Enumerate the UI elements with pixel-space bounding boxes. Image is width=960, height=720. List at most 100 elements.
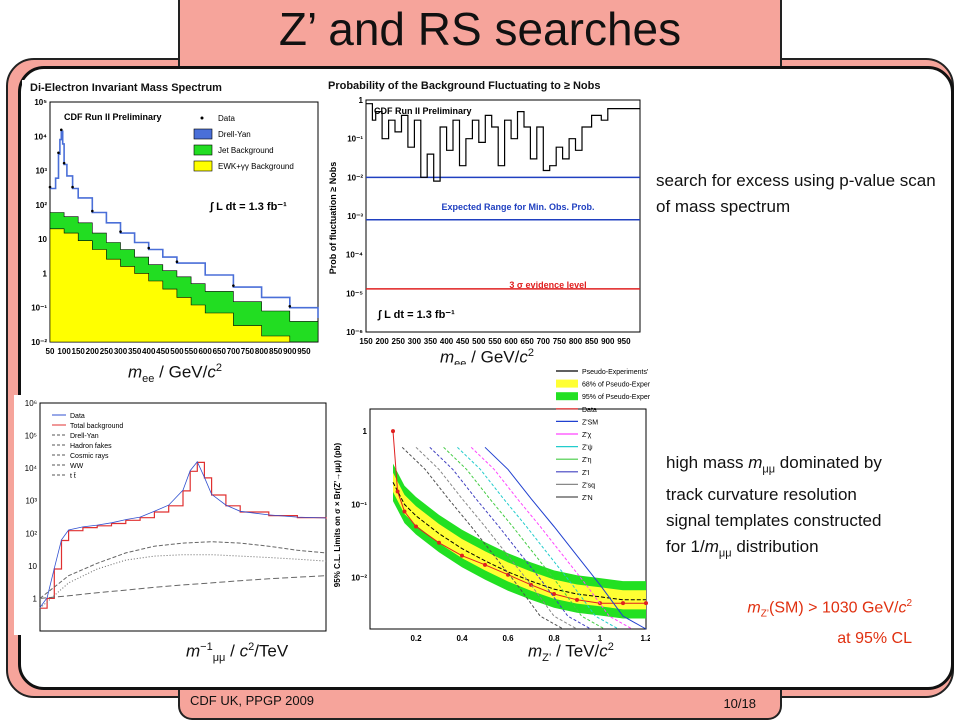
lumi-label: ∫ L dt = 1.3 fb⁻¹ (377, 309, 455, 321)
legend-label: Z'SM (582, 419, 598, 426)
dielectron-title: Di-Electron Invariant Mass Spectrum (30, 82, 222, 94)
highmass-note: high mass mμμ dominated by track curvatu… (666, 450, 956, 567)
pvalue-chart-svg: 150 200 250 300 350 400 450 500 550 600 650 700 750 8… (328, 96, 641, 346)
y-tick-label: 1 (363, 427, 368, 436)
data-point (437, 540, 441, 545)
lumi-label: ∫ L dt = 1.3 fb⁻¹ (209, 201, 287, 213)
x-tick-label: 450 (156, 347, 170, 356)
legend-label: Z'I (582, 470, 590, 477)
legend-label: Pseudo-Experiments' Median (582, 369, 650, 376)
x-tick-label: 500 (472, 337, 486, 346)
legend-label: EWK+γγ Background (218, 162, 294, 171)
footer-conference: CDF UK, PPGP 2009 (190, 693, 315, 708)
data-point (232, 284, 235, 287)
x-tick-label: 850 (269, 347, 283, 356)
x-tick-label: 950 (297, 347, 311, 356)
highmass-line-1: high mass mμμ dominated by (666, 453, 882, 476)
pvalue-line (366, 103, 640, 182)
footer-page-number: 10/18 (723, 696, 756, 711)
highmass-line-4: for 1/mμμ distribution (666, 537, 819, 560)
mzprime-axis-label: mZ’ / TeV/c2 (528, 641, 614, 665)
inv-mumu-axis-label: m−1μμ / c2/TeV (186, 641, 289, 665)
data-point (552, 592, 556, 597)
x-tick-label: 700 (227, 347, 241, 356)
sigma-label: 3 σ evidence level (509, 280, 586, 290)
dielectron-chart-svg: 50 100 150 200 250 300 350 400 450 500 550 600 650 70… (31, 98, 319, 356)
band-68 (393, 472, 646, 610)
x-tick-label: 600 (198, 347, 212, 356)
legend-swatch (193, 160, 213, 172)
data-point (460, 553, 464, 558)
slide-title: Z’ and RS searches (278, 3, 682, 55)
x-tick-label: 150 (72, 347, 86, 356)
inverse-mass-chart-svg: 1 10 10² 10³ 10⁴ 10⁵ 10⁶ Data Total background Dr… (25, 399, 327, 632)
x-tick-label: 0.4 (456, 634, 468, 643)
data-point (62, 161, 66, 165)
legend-label: Drell-Yan (70, 433, 99, 440)
background-component-line (39, 575, 327, 599)
x-tick-label: 350 (128, 347, 142, 356)
x-tick-label: 550 (488, 337, 502, 346)
y-tick-label: 10 (38, 235, 47, 244)
result-line-1: mZ’(SM) > 1030 GeV/c2 (747, 598, 912, 620)
data-point (91, 209, 94, 213)
legend-label: Data (582, 407, 597, 414)
theory-line (443, 446, 605, 630)
y-tick-label: 1 (359, 96, 364, 105)
legend-label: Cosmic rays (70, 453, 109, 460)
data-line (392, 431, 646, 604)
legend-label: Hadron fakes (70, 443, 112, 450)
x-tick-label: 150 (359, 337, 373, 346)
pvalue-title: Probability of the Background Fluctuatin… (328, 80, 601, 92)
y-tick-label: 10⁻⁴ (346, 251, 363, 260)
background-component-line (39, 554, 327, 609)
x-tick-label: 450 (456, 337, 470, 346)
y-tick-label: 10³ (25, 497, 37, 506)
y-tick-label: 10⁻² (347, 173, 363, 182)
data-line (39, 460, 327, 608)
legend-label: Z'χ (582, 432, 592, 439)
y-tick-label: 10⁶ (25, 399, 37, 408)
drell-yan-line (50, 130, 319, 318)
footer-bar (178, 690, 782, 720)
x-tick-label: 750 (553, 337, 567, 346)
y-tick-label: 10⁻³ (347, 212, 363, 221)
mass-limit-result: mZ’(SM) > 1030 GeV/c2 at 95% CL (650, 592, 912, 651)
x-tick-label: 200 (86, 347, 100, 356)
theory-line (457, 446, 619, 630)
theory-line (401, 446, 564, 630)
x-tick-label: 950 (617, 337, 631, 346)
y-tick-label: 10⁻⁶ (346, 328, 363, 337)
data-point (57, 151, 60, 155)
x-tick-label: 200 (375, 337, 389, 346)
legend-label: WW (70, 463, 84, 470)
y-tick-label: 10³ (35, 167, 47, 176)
plot-frame (365, 99, 641, 333)
y-tick-label: 10⁴ (25, 464, 38, 473)
y-axis-label: Prob of fluctuation ≥ Nobs (328, 162, 338, 274)
y-tick-label: 10⁻¹ (351, 500, 367, 509)
mee-axis-label-left: mee / GeV/c2 (128, 362, 222, 386)
x-tick-label: 700 (537, 337, 551, 346)
legend-label: Data (70, 413, 85, 420)
legend-label: t t̄ (70, 472, 76, 480)
theory-line (429, 446, 592, 630)
data-point (483, 562, 487, 567)
data-point (575, 597, 579, 602)
ewk-background-area (49, 228, 318, 343)
x-tick-label: 100 (57, 347, 71, 356)
y-tick-label: 10⁵ (34, 98, 47, 107)
legend-swatch (193, 144, 213, 156)
y-tick-label: 10⁻⁵ (346, 289, 363, 298)
y-tick-label: 10⁻¹ (347, 135, 363, 144)
legend-label: Z'N (582, 495, 593, 502)
x-tick-label: 850 (585, 337, 599, 346)
x-tick-label: 1 (598, 634, 603, 643)
x-tick-label: 400 (440, 337, 454, 346)
x-tick-label: 650 (213, 347, 227, 356)
x-tick-label: 500 (170, 347, 184, 356)
y-tick-label: 10² (35, 201, 47, 210)
x-tick-label: 900 (601, 337, 615, 346)
y-axis-label: 95% C.L. Limits on σ × Br(Z’→μμ) (pb) (333, 442, 342, 587)
legend-label: Data (218, 114, 235, 123)
